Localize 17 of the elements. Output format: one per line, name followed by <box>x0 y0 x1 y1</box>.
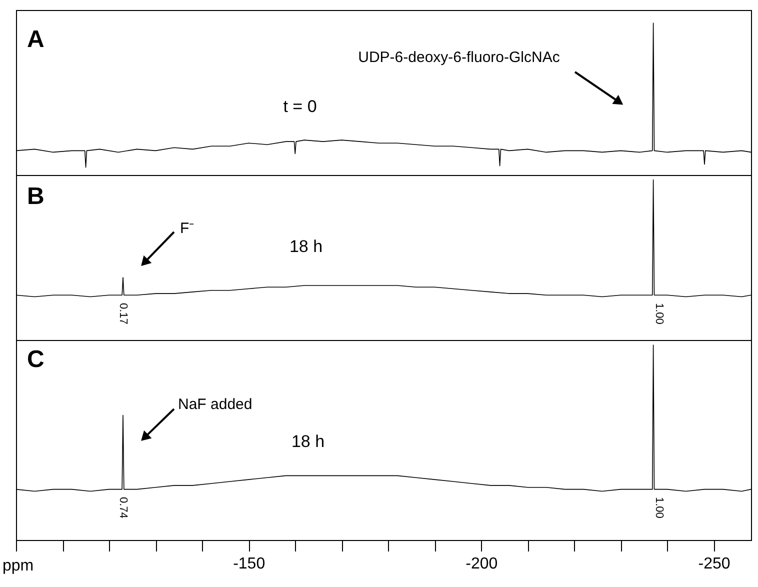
x-tick-label: -200 <box>466 556 498 572</box>
annotation: UDP-6-deoxy-6-fluoro-GlcNAc <box>358 49 560 66</box>
annotation: C <box>27 346 44 373</box>
annotation: F⁻ <box>180 220 194 237</box>
annotation: B <box>27 183 44 210</box>
annotation: NaF added <box>178 396 252 413</box>
annotation: 18 h <box>289 237 323 256</box>
annotation: 1.00 <box>653 497 665 518</box>
annotation: t = 0 <box>283 97 317 116</box>
annotation: 1.00 <box>653 303 665 324</box>
annotation: A <box>27 26 44 53</box>
x-tick-label: -150 <box>233 556 266 572</box>
annotation: 0.17 <box>117 303 129 324</box>
annotation: 0.74 <box>117 497 129 518</box>
x-tick-label: -250 <box>698 556 730 572</box>
annotation: 18 h <box>291 432 325 451</box>
x-axis-title: ppm <box>2 558 34 574</box>
